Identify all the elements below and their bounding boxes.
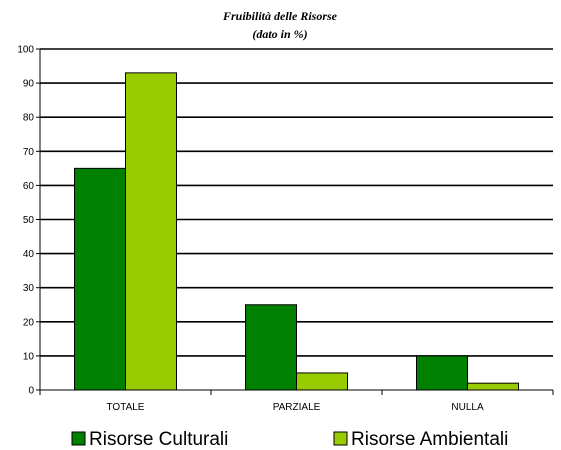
bars	[74, 72, 519, 391]
y-tick-label: 40	[23, 249, 35, 260]
y-tick-label: 80	[23, 113, 35, 124]
legend-swatch	[71, 431, 86, 446]
x-tick-label: PARZIALE	[273, 402, 321, 413]
x-tick-label: NULLA	[451, 402, 484, 413]
legend-label: Risorse Culturali	[89, 429, 228, 450]
legend: Risorse Culturali Risorse Ambientali	[71, 429, 508, 450]
chart-subtitle: (dato in %)	[252, 27, 307, 41]
y-tick-label: 10	[23, 351, 35, 362]
bar	[245, 304, 297, 391]
y-tick-label: 30	[23, 283, 35, 294]
x-tick-label: TOTALE	[107, 402, 145, 413]
legend-label: Risorse Ambientali	[351, 429, 508, 450]
bar	[296, 372, 348, 391]
bar	[125, 72, 177, 391]
legend-swatch	[333, 431, 348, 446]
bar	[416, 355, 468, 391]
x-axis-ticks: TOTALE PARZIALE NULLA	[39, 390, 554, 413]
chart-title: Fruibilità delle Risorse	[222, 9, 338, 23]
bar	[74, 167, 126, 391]
y-tick-label: 60	[23, 181, 35, 192]
y-tick-label: 100	[17, 45, 34, 56]
y-tick-label: 0	[28, 386, 34, 397]
y-tick-label: 90	[23, 79, 35, 90]
bar	[467, 382, 519, 391]
y-axis-ticks: 0 10 20 30 40 50 60 70 80 90 100	[17, 45, 40, 397]
y-tick-label: 70	[23, 147, 35, 158]
y-tick-label: 50	[23, 215, 35, 226]
y-tick-label: 20	[23, 317, 35, 328]
axes	[39, 49, 553, 391]
